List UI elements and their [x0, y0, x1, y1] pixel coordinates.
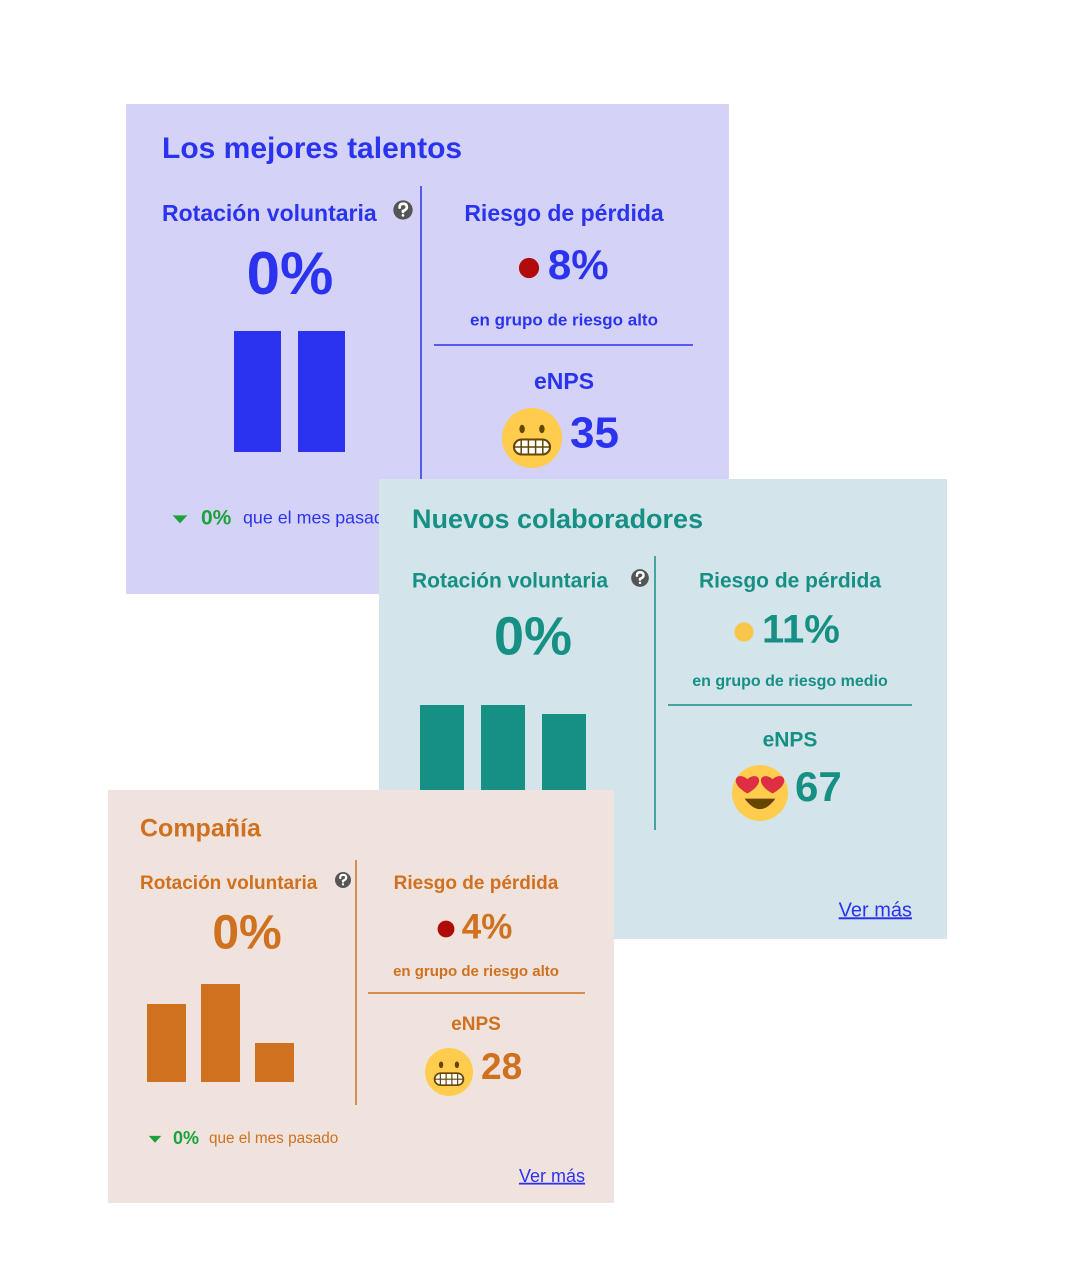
change-value: 0%	[201, 507, 232, 530]
risk-value: 4%	[462, 907, 513, 946]
risk-dot	[518, 257, 540, 279]
rotation-value: 0%	[494, 606, 572, 666]
emoji	[732, 765, 788, 821]
emoji-eye	[438, 1061, 444, 1069]
bar	[201, 984, 240, 1082]
emoji-face	[732, 765, 788, 821]
enps-label: eNPS	[763, 729, 818, 752]
risk-label: Riesgo de pérdida	[394, 873, 559, 894]
see-more-link[interactable]: Ver más	[839, 899, 912, 921]
card-title: Nuevos colaboradores	[412, 504, 703, 534]
emoji-mouth	[744, 798, 776, 810]
emoji	[425, 1048, 473, 1096]
rotation-value: 0%	[247, 240, 334, 307]
enps-value: 35	[570, 409, 619, 458]
emoji-heart	[735, 776, 760, 794]
enps-label: eNPS	[451, 1014, 501, 1035]
emoji-face	[425, 1048, 473, 1096]
bar	[234, 331, 281, 452]
change-text: que el mes pasado	[243, 508, 394, 528]
card-title: Los mejores talentos	[162, 132, 462, 165]
bar	[255, 1043, 294, 1082]
card: Nuevos colaboradores Rotación voluntaria 0…	[379, 479, 947, 939]
risk-note: en grupo de riesgo alto	[393, 963, 559, 980]
enps-value: 28	[481, 1046, 522, 1087]
help-icon-mark	[635, 571, 645, 581]
risk-dot	[734, 622, 754, 642]
change-text: que el mes pasado	[209, 1130, 338, 1147]
help-icon-mark	[339, 873, 348, 883]
bar	[147, 1004, 186, 1082]
card: Compañía Rotación voluntaria 0% Riesgo de p…	[108, 790, 614, 1203]
risk-value: 8%	[548, 241, 609, 288]
card-background	[108, 790, 614, 1203]
risk-label: Riesgo de pérdida	[464, 200, 664, 226]
help-icon-dot	[638, 581, 642, 585]
rotation-label: Rotación voluntaria	[140, 873, 318, 894]
risk-note: en grupo de riesgo alto	[470, 310, 658, 329]
change-value: 0%	[173, 1128, 199, 1148]
rotation-label: Rotación voluntaria	[412, 570, 608, 593]
card-title: Compañía	[140, 815, 262, 843]
see-more-link[interactable]: Ver más	[519, 1166, 585, 1186]
help-icon-dot	[341, 883, 345, 886]
emoji-heart	[760, 776, 785, 794]
change-arrow	[148, 1135, 162, 1143]
change-arrow	[172, 515, 188, 524]
bar	[298, 331, 345, 452]
risk-dot	[437, 920, 455, 938]
rotation-value: 0%	[212, 907, 281, 960]
help-icon-mark	[398, 202, 409, 214]
emoji-eye	[454, 1061, 460, 1069]
emoji	[502, 408, 562, 468]
emoji-eye	[539, 424, 545, 434]
risk-value: 11%	[762, 608, 840, 652]
help-icon-dot	[401, 213, 405, 217]
emoji-eye	[519, 424, 525, 434]
enps-label: eNPS	[534, 368, 594, 394]
rotation-label: Rotación voluntaria	[162, 200, 377, 226]
emoji-face	[502, 408, 562, 468]
risk-note: en grupo de riesgo medio	[692, 673, 888, 690]
risk-label: Riesgo de pérdida	[699, 570, 881, 593]
enps-value: 67	[795, 763, 842, 810]
